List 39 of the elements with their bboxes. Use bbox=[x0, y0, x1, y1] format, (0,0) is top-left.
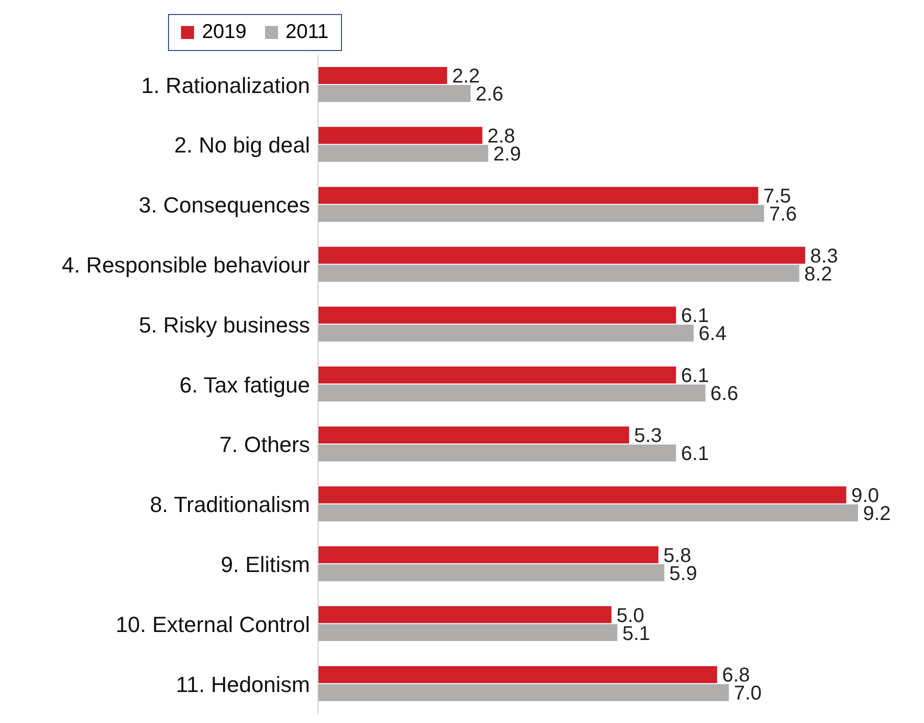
y-tick-label: 11. Hedonism bbox=[176, 672, 310, 697]
y-tick-label: 7. Others bbox=[220, 432, 310, 458]
bar bbox=[318, 264, 800, 282]
y-tick-label: 3. Consequences bbox=[138, 192, 310, 218]
data-label: 6.1 bbox=[681, 443, 709, 466]
bar bbox=[318, 204, 764, 222]
y-tick-label: 5. Risky business bbox=[138, 312, 310, 338]
y-tick-label: 6. Tax fatigue bbox=[180, 372, 310, 398]
bar bbox=[318, 624, 618, 642]
bar bbox=[318, 384, 706, 402]
bar bbox=[318, 366, 676, 384]
bar bbox=[318, 246, 806, 264]
y-tick-label: 1. Rationalization bbox=[141, 72, 310, 98]
y-tick-label: 4. Responsible behaviour bbox=[62, 252, 310, 278]
bar bbox=[318, 126, 482, 144]
legend-label: 2019 bbox=[201, 21, 246, 44]
bar bbox=[318, 324, 694, 342]
bar bbox=[318, 426, 630, 444]
bar bbox=[318, 606, 612, 624]
bar bbox=[318, 144, 488, 162]
bar bbox=[318, 564, 664, 582]
bar bbox=[318, 444, 676, 462]
bar bbox=[318, 186, 758, 204]
y-tick-label: 8. Traditionalism bbox=[150, 492, 310, 518]
y-tick-label: 9. Elitism bbox=[220, 552, 310, 578]
y-tick-label: 10. External Control bbox=[116, 612, 310, 637]
bar bbox=[318, 546, 658, 564]
data-label: 5.3 bbox=[634, 425, 662, 448]
data-label: 6.6 bbox=[710, 383, 738, 406]
y-tick-label: 2. No big deal bbox=[174, 132, 310, 158]
bar bbox=[318, 306, 676, 324]
bar bbox=[318, 684, 729, 702]
bar bbox=[318, 67, 448, 84]
data-label: 6.1 bbox=[681, 365, 709, 388]
bar bbox=[318, 504, 858, 522]
legend-label: 2011 bbox=[284, 21, 329, 44]
bar bbox=[318, 666, 718, 684]
bar bbox=[318, 486, 846, 504]
bar bbox=[318, 85, 471, 102]
